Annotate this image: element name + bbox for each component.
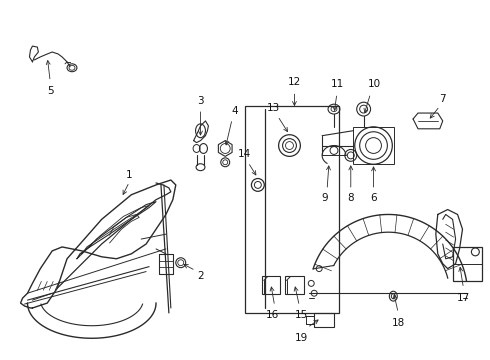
Text: 1: 1: [126, 170, 133, 180]
Bar: [285, 276, 304, 294]
Text: 17: 17: [457, 293, 470, 303]
Text: 15: 15: [294, 310, 308, 320]
Bar: [453, 247, 482, 282]
Bar: [306, 316, 314, 324]
Text: 13: 13: [267, 103, 280, 113]
Text: 4: 4: [232, 106, 239, 116]
Text: 19: 19: [294, 333, 308, 342]
Text: 18: 18: [392, 318, 405, 328]
Bar: [262, 276, 280, 294]
Text: 12: 12: [288, 77, 301, 86]
Bar: [245, 106, 339, 313]
Text: 5: 5: [47, 86, 53, 96]
Text: 8: 8: [347, 193, 354, 203]
Text: 14: 14: [237, 149, 251, 159]
Text: 3: 3: [197, 96, 204, 106]
Text: 6: 6: [370, 193, 377, 203]
Text: 7: 7: [440, 94, 446, 104]
Text: 2: 2: [197, 271, 204, 282]
Bar: [314, 313, 334, 327]
Text: 11: 11: [330, 80, 343, 90]
Text: 9: 9: [322, 193, 328, 203]
Bar: [353, 127, 394, 164]
Text: 16: 16: [266, 310, 279, 320]
Text: 10: 10: [368, 80, 381, 90]
